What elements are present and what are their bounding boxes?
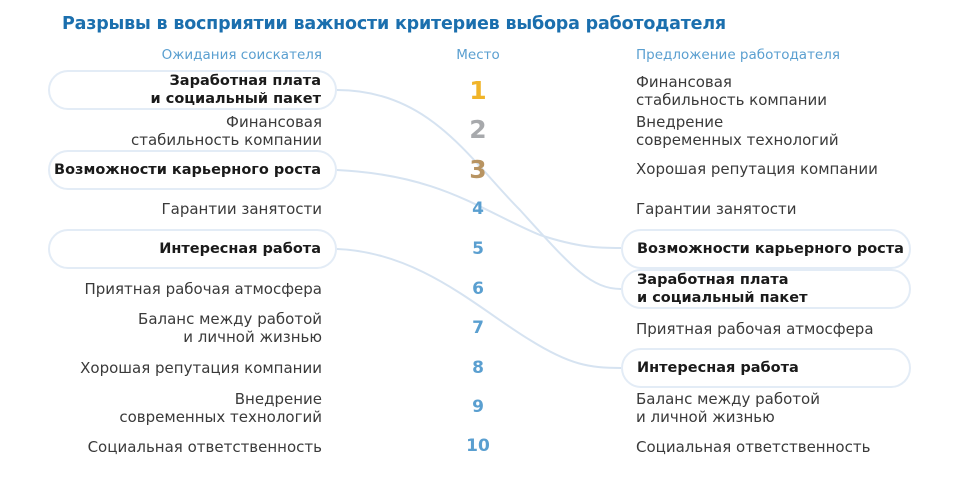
- employer-item-label: Приятная рабочая атмосфера: [636, 320, 874, 338]
- rank-8: 8: [472, 358, 484, 378]
- employer-item-label: Финансовая стабильность компании: [636, 73, 828, 109]
- employer-item-label: Баланс между работой и личной жизнью: [636, 390, 820, 426]
- employer-item-label: Возможности карьерного роста: [637, 241, 904, 257]
- connector-interesting-work: [336, 248, 622, 369]
- employer-item-5: Возможности карьерного роста: [621, 229, 911, 269]
- rank-10: 10: [466, 436, 490, 456]
- employer-item-2: Внедрение современных технологий: [636, 112, 839, 150]
- column-header-employer: Предложение работодателя: [636, 47, 840, 63]
- column-header-rank: Место: [456, 47, 500, 63]
- employer-item-1: Финансовая стабильность компании: [636, 72, 827, 110]
- rank-7: 7: [472, 318, 484, 338]
- candidate-item-7: Баланс между работой и личной жизнью: [138, 309, 322, 347]
- candidate-item-label: Возможности карьерного роста: [54, 162, 321, 178]
- candidate-item-label: Приятная рабочая атмосфера: [84, 280, 322, 298]
- employer-item-label: Интересная работа: [637, 360, 799, 376]
- candidate-item-8: Хорошая репутация компании: [80, 357, 322, 379]
- candidate-item-label: Заработная плата и социальный пакет: [150, 73, 321, 107]
- candidate-item-9: Внедрение современных технологий: [119, 389, 322, 427]
- employer-item-label: Хорошая репутация компании: [636, 160, 878, 178]
- employer-item-9: Баланс между работой и личной жизнью: [636, 389, 820, 427]
- candidate-item-3: Возможности карьерного роста: [48, 150, 337, 190]
- rank-2: 2: [469, 115, 487, 144]
- candidate-item-label: Социальная ответственность: [87, 438, 322, 456]
- candidate-item-label: Финансовая стабильность компании: [130, 113, 322, 149]
- rank-4: 4: [472, 199, 484, 219]
- employer-item-6: Заработная плата и социальный пакет: [621, 269, 911, 309]
- employer-item-label: Внедрение современных технологий: [636, 113, 839, 149]
- diagram-title: Разрывы в восприятии важности критериев …: [62, 14, 726, 34]
- rank-1: 1: [469, 76, 487, 105]
- candidate-item-1: Заработная плата и социальный пакет: [48, 70, 337, 110]
- candidate-item-2: Финансовая стабильность компании: [131, 112, 322, 150]
- employer-item-label: Гарантии занятости: [636, 200, 797, 218]
- candidate-item-label: Хорошая репутация компании: [80, 359, 322, 377]
- rank-5: 5: [472, 239, 484, 259]
- candidate-item-5: Интересная работа: [48, 229, 337, 269]
- employer-item-10: Социальная ответственность: [636, 436, 870, 458]
- candidate-item-label: Внедрение современных технологий: [119, 390, 322, 426]
- candidate-item-4: Гарантии занятости: [161, 198, 322, 220]
- column-header-candidate: Ожидания соискателя: [161, 47, 322, 63]
- employer-item-label: Заработная плата и социальный пакет: [637, 272, 808, 306]
- rank-9: 9: [472, 397, 484, 417]
- employer-item-8: Интересная работа: [621, 348, 911, 388]
- candidate-item-6: Приятная рабочая атмосфера: [84, 278, 322, 300]
- candidate-item-label: Гарантии занятости: [161, 200, 322, 218]
- candidate-item-10: Социальная ответственность: [88, 436, 322, 458]
- employer-item-label: Социальная ответственность: [636, 438, 871, 456]
- employer-item-3: Хорошая репутация компании: [636, 158, 878, 180]
- rank-3: 3: [469, 155, 487, 184]
- rank-6: 6: [472, 279, 484, 299]
- employer-item-7: Приятная рабочая атмосфера: [636, 318, 874, 340]
- employer-item-4: Гарантии занятости: [636, 198, 797, 220]
- candidate-item-label: Интересная работа: [159, 241, 321, 257]
- candidate-item-label: Баланс между работой и личной жизнью: [138, 310, 322, 346]
